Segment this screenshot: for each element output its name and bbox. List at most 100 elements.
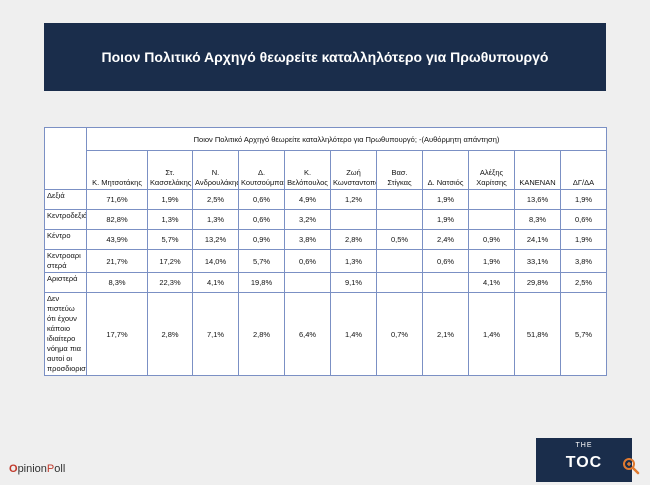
table-cell: 1,3% bbox=[330, 249, 377, 273]
column-header: Στ. Κασσελάκης bbox=[147, 150, 193, 190]
table-cell: 0,6% bbox=[560, 209, 607, 230]
table-cell: 1,4% bbox=[330, 292, 377, 376]
table-cell: 7,1% bbox=[192, 292, 239, 376]
table-cell: 2,4% bbox=[422, 229, 469, 250]
table-cell: 0,6% bbox=[238, 189, 285, 210]
table-cell bbox=[284, 272, 331, 293]
crosstab-table: Ποιον Πολιτικό Αρχηγό θεωρείτε καταλληλό… bbox=[44, 127, 607, 376]
table-cell: 3,8% bbox=[284, 229, 331, 250]
column-header-row: Κ. Μητσοτάκης Στ. Κασσελάκης Ν. Ανδρουλά… bbox=[45, 150, 607, 190]
row-label: Κεντροδεξιά bbox=[44, 209, 87, 230]
crosstab-table-container: Ποιον Πολιτικό Αρχηγό θεωρείτε καταλληλό… bbox=[44, 127, 607, 376]
table-cell: 1,4% bbox=[468, 292, 515, 376]
table-cell: 2,1% bbox=[422, 292, 469, 376]
toc-logo: THE TOC bbox=[536, 438, 632, 482]
page-title: Ποιον Πολιτικό Αρχηγό θεωρείτε καταλληλό… bbox=[101, 49, 549, 65]
row-label: Κεντροαριστερά bbox=[44, 249, 87, 273]
table-cell: 0,6% bbox=[284, 249, 331, 273]
table-cell: 3,2% bbox=[284, 209, 331, 230]
table-cell: 2,5% bbox=[192, 189, 239, 210]
table-cell: 1,9% bbox=[468, 249, 515, 273]
table-cell: 9,1% bbox=[330, 272, 377, 293]
table-cell: 0,9% bbox=[468, 229, 515, 250]
table-cell: 21,7% bbox=[86, 249, 148, 273]
opinionpoll-logo: OpinionPoll bbox=[9, 463, 66, 475]
table-cell: 4,1% bbox=[192, 272, 239, 293]
table-cell bbox=[422, 272, 469, 293]
table-cell: 2,5% bbox=[560, 272, 607, 293]
column-header: Κ. Μητσοτάκης bbox=[86, 150, 148, 190]
table-cell: 1,3% bbox=[192, 209, 239, 230]
corner-cell bbox=[44, 127, 87, 190]
table-cell: 51,8% bbox=[514, 292, 561, 376]
table-row: Αριστερά 8,3% 22,3% 4,1% 19,8% 9,1% 4,1%… bbox=[44, 272, 607, 293]
table-cell: 0,6% bbox=[238, 209, 285, 230]
table-cell bbox=[330, 209, 377, 230]
table-cell: 3,8% bbox=[560, 249, 607, 273]
table-row: Δεξιά 71,6% 1,9% 2,5% 0,6% 4,9% 1,2% 1,9… bbox=[44, 189, 607, 210]
table-cell: 4,1% bbox=[468, 272, 515, 293]
table-row: Δεν πιστεύω ότι έχουν κάποιο ιδιαίτερο ν… bbox=[44, 292, 607, 376]
table-cell: 5,7% bbox=[147, 229, 193, 250]
table-cell: 1,3% bbox=[147, 209, 193, 230]
column-header: ΔΓ/ΔΑ bbox=[560, 150, 607, 190]
table-cell: 2,8% bbox=[147, 292, 193, 376]
table-cell: 0,7% bbox=[376, 292, 423, 376]
table-cell: 17,7% bbox=[86, 292, 148, 376]
row-label: Δεν πιστεύω ότι έχουν κάποιο ιδιαίτερο ν… bbox=[44, 292, 87, 376]
table-cell: 6,4% bbox=[284, 292, 331, 376]
table-cell: 5,7% bbox=[238, 249, 285, 273]
title-banner: Ποιον Πολιτικό Αρχηγό θεωρείτε καταλληλό… bbox=[44, 23, 606, 91]
column-header: ΚΑΝΕΝΑΝ bbox=[514, 150, 561, 190]
column-header: Αλέξης Χαρίτσης bbox=[468, 150, 515, 190]
table-cell: 82,8% bbox=[86, 209, 148, 230]
row-label: Αριστερά bbox=[44, 272, 87, 293]
question-header: Ποιον Πολιτικό Αρχηγό θεωρείτε καταλληλό… bbox=[86, 127, 607, 151]
table-cell bbox=[376, 272, 423, 293]
table-cell: 0,5% bbox=[376, 229, 423, 250]
table-cell: 17,2% bbox=[147, 249, 193, 273]
table-cell: 1,9% bbox=[422, 209, 469, 230]
column-header: Δ. Κουτσούμπας bbox=[238, 150, 285, 190]
table-cell bbox=[376, 249, 423, 273]
table-cell: 19,8% bbox=[238, 272, 285, 293]
column-header: Ζωή Κωνσταντοπούλου bbox=[330, 150, 377, 190]
column-header: Ν. Ανδρουλάκης bbox=[192, 150, 239, 190]
table-cell: 5,7% bbox=[560, 292, 607, 376]
table-cell: 0,6% bbox=[422, 249, 469, 273]
table-cell: 1,9% bbox=[560, 229, 607, 250]
table-cell: 13,6% bbox=[514, 189, 561, 210]
table-cell bbox=[376, 209, 423, 230]
column-header: Δ. Νατσιός bbox=[422, 150, 469, 190]
table-cell: 71,6% bbox=[86, 189, 148, 210]
table-cell: 29,8% bbox=[514, 272, 561, 293]
table-cell: 14,0% bbox=[192, 249, 239, 273]
table-cell: 1,9% bbox=[560, 189, 607, 210]
row-label: Κέντρο bbox=[44, 229, 87, 250]
table-cell: 8,3% bbox=[86, 272, 148, 293]
table-cell: 1,9% bbox=[422, 189, 469, 210]
table-row: Κέντρο 43,9% 5,7% 13,2% 0,9% 3,8% 2,8% 0… bbox=[44, 229, 607, 250]
column-header: Κ. Βελόπουλος bbox=[284, 150, 331, 190]
row-label: Δεξιά bbox=[44, 189, 87, 210]
table-row: Κεντροαριστερά 21,7% 17,2% 14,0% 5,7% 0,… bbox=[44, 249, 607, 273]
table-cell: 4,9% bbox=[284, 189, 331, 210]
table-cell: 1,2% bbox=[330, 189, 377, 210]
table-cell: 43,9% bbox=[86, 229, 148, 250]
table-cell: 13,2% bbox=[192, 229, 239, 250]
column-header: Βασ. Στίγκας bbox=[376, 150, 423, 190]
table-cell: 0,9% bbox=[238, 229, 285, 250]
table-cell bbox=[468, 189, 515, 210]
zoom-icon[interactable] bbox=[622, 457, 640, 475]
table-cell: 2,8% bbox=[238, 292, 285, 376]
table-cell: 8,3% bbox=[514, 209, 561, 230]
table-cell: 1,9% bbox=[147, 189, 193, 210]
table-cell: 24,1% bbox=[514, 229, 561, 250]
table-cell bbox=[468, 209, 515, 230]
table-cell: 22,3% bbox=[147, 272, 193, 293]
table-cell bbox=[376, 189, 423, 210]
table-cell: 2,8% bbox=[330, 229, 377, 250]
table-row: Κεντροδεξιά 82,8% 1,3% 1,3% 0,6% 3,2% 1,… bbox=[44, 209, 607, 230]
table-cell: 33,1% bbox=[514, 249, 561, 273]
